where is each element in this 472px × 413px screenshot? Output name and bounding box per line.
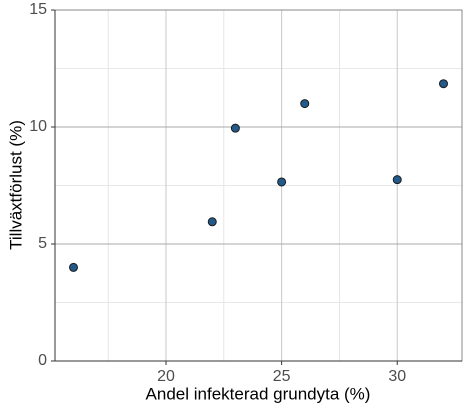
y-tick-label: 5 [38,235,47,252]
y-tick-label: 10 [29,118,47,135]
point [300,99,310,109]
point [392,175,402,185]
point [277,177,287,187]
point [439,79,448,89]
y-tick-label: 15 [29,1,47,18]
y-tick-label: 0 [38,352,47,369]
y-axis-title: Tillväxtförlust (%) [6,120,25,250]
point [207,217,217,227]
point [230,123,240,133]
x-tick-label: 25 [273,368,291,385]
x-axis-title: Andel infekterad grundyta (%) [146,384,371,403]
point [69,262,78,272]
x-tick-label: 30 [388,368,406,385]
x-tick-label: 20 [157,368,175,385]
